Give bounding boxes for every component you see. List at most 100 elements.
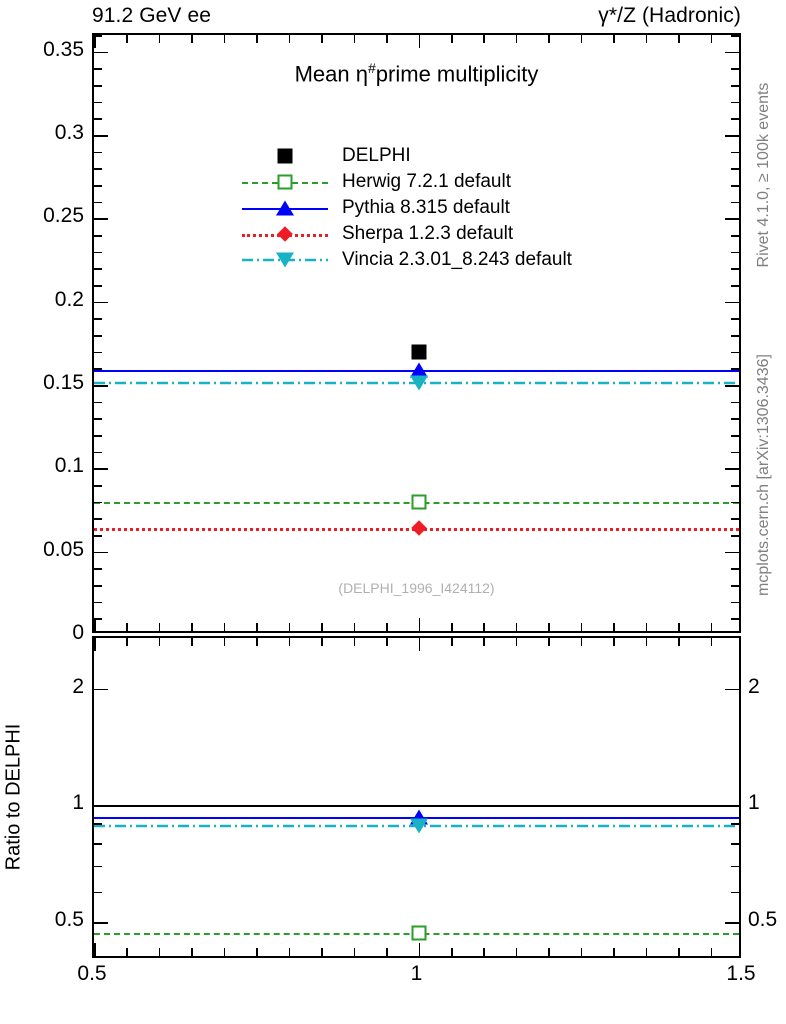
y-tick-minor xyxy=(94,351,102,354)
ratio-y-tick-minor xyxy=(731,891,739,894)
y-tick-minor xyxy=(731,335,739,337)
ratio-y-axis-tick-label-right: 0.5 xyxy=(748,908,778,932)
ratio-y-tick-major xyxy=(94,922,108,924)
datapoint-ratio-herwig-7-2-1-default xyxy=(411,925,426,941)
plot-title-sup: # xyxy=(368,60,376,76)
ratio-x-tick-minor xyxy=(613,638,615,646)
y-tick-minor xyxy=(94,101,102,104)
ratio-y-axis-tick-label: 1 xyxy=(72,791,84,815)
ratio-x-tick-minor xyxy=(158,638,161,646)
legend-marker-square-filled xyxy=(277,148,293,164)
ratio-x-tick-minor xyxy=(321,638,323,646)
x-tick-minor xyxy=(191,35,193,43)
legend-item[interactable]: Sherpa 1.2.3 default xyxy=(242,221,572,247)
x-tick-minor xyxy=(710,623,713,631)
y-tick-minor xyxy=(731,501,739,504)
ratio-y-tick-minor xyxy=(94,843,102,845)
legend-key xyxy=(242,195,328,221)
legend-item[interactable]: DELPHI xyxy=(242,143,572,169)
ratio-x-tick-minor xyxy=(353,948,356,956)
ratio-x-tick-minor xyxy=(580,948,583,956)
y-tick-minor xyxy=(731,235,739,237)
y-tick-minor xyxy=(94,251,102,254)
legend-label: Vincia 2.3.01_8.243 default xyxy=(342,249,572,270)
ratio-x-tick-minor xyxy=(548,638,550,646)
y-axis-tick-label: 0.35 xyxy=(43,37,84,61)
ratio-x-tick-minor xyxy=(256,948,258,956)
x-tick-minor xyxy=(353,35,356,43)
ratio-x-tick-minor xyxy=(710,638,713,646)
y-tick-minor xyxy=(731,451,739,454)
y-tick-minor xyxy=(94,268,102,270)
datapoint-delphi xyxy=(411,344,426,360)
y-tick-minor xyxy=(731,118,739,120)
y-tick-minor xyxy=(731,185,739,187)
x-axis-tick-label: 0.5 xyxy=(77,962,107,985)
legend-label: Sherpa 1.2.3 default xyxy=(342,223,514,244)
legend-key xyxy=(242,221,328,247)
ratio-y-tick-minor xyxy=(94,823,102,825)
x-tick-minor xyxy=(678,35,680,43)
ratio-tick-layer xyxy=(94,638,739,956)
x-tick-major xyxy=(94,35,96,48)
y-tick-minor xyxy=(731,68,739,70)
y-tick-minor xyxy=(94,368,102,370)
ratio-y-tick-major xyxy=(94,688,108,691)
rivet-version-label: Rivet 4.1.0, ≥ 100k events xyxy=(755,82,772,268)
legend-marker-triangle-down xyxy=(276,252,294,268)
x-tick-minor xyxy=(450,623,453,631)
y-tick-minor xyxy=(731,168,739,170)
x-tick-major xyxy=(94,618,96,631)
y-axis-tick-label: 0.05 xyxy=(43,537,84,561)
y-tick-minor xyxy=(731,585,739,587)
ratio-x-tick-minor xyxy=(386,638,388,646)
legend-label: Pythia 8.315 default xyxy=(342,197,510,218)
y-axis-tick-label: 0.2 xyxy=(54,287,84,311)
y-tick-minor xyxy=(731,268,739,270)
y-axis-tick-label: 0.15 xyxy=(43,371,84,394)
y-tick-minor xyxy=(94,585,102,587)
x-tick-minor xyxy=(710,35,713,43)
ratio-x-tick-minor xyxy=(548,948,550,956)
legend-item[interactable]: Herwig 7.2.1 default xyxy=(242,169,572,195)
x-tick-minor xyxy=(386,35,388,43)
x-tick-minor xyxy=(288,623,291,631)
y-tick-major xyxy=(94,468,108,470)
x-tick-minor xyxy=(126,35,129,43)
legend-item[interactable]: Pythia 8.315 default xyxy=(242,195,572,221)
main-plot-panel: Mean η#prime multiplicity (DELPHI_1996_I… xyxy=(92,33,741,633)
y-tick-minor xyxy=(731,35,739,37)
ratio-x-tick-major xyxy=(418,943,421,956)
y-tick-minor xyxy=(731,601,739,604)
ratio-y-tick-minor xyxy=(94,891,102,894)
legend-marker-square-open xyxy=(277,174,293,190)
ratio-x-tick-major xyxy=(94,943,96,956)
x-tick-minor xyxy=(158,35,161,43)
ratio-y-tick-minor xyxy=(731,843,739,845)
ratio-x-tick-minor xyxy=(515,948,518,956)
y-tick-minor xyxy=(94,35,102,37)
ratio-x-tick-minor xyxy=(191,948,193,956)
x-tick-minor xyxy=(353,623,356,631)
x-tick-minor xyxy=(158,623,161,631)
y-axis-tick-label: 0 xyxy=(72,621,84,644)
y-tick-major xyxy=(725,218,739,220)
legend-key xyxy=(242,247,328,273)
x-tick-minor xyxy=(548,623,550,631)
y-tick-major xyxy=(94,218,108,220)
x-tick-minor xyxy=(515,35,518,43)
datapoint-ratio-vincia-2-3-01-8-243-default xyxy=(409,818,428,834)
ratio-x-tick-minor xyxy=(710,948,713,956)
x-tick-major xyxy=(418,35,421,48)
x-tick-minor xyxy=(223,623,226,631)
y-tick-minor xyxy=(94,501,102,504)
x-tick-major xyxy=(418,618,421,631)
y-tick-minor xyxy=(731,368,739,370)
ratio-y-tick-minor xyxy=(94,865,102,868)
y-tick-major xyxy=(94,551,108,554)
x-tick-minor xyxy=(483,35,485,43)
x-axis-tick-label: 1.5 xyxy=(726,962,756,985)
process-label: γ*/Z (Hadronic) xyxy=(598,4,741,27)
legend-item[interactable]: Vincia 2.3.01_8.243 default xyxy=(242,247,572,273)
mcplots-reference-label: mcplots.cern.ch [arXiv:1306.3436] xyxy=(755,354,772,596)
